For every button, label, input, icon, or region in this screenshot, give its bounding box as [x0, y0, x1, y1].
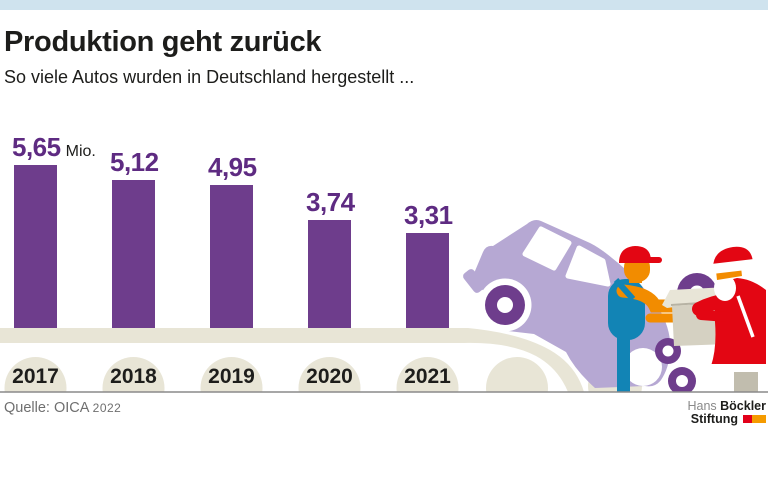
belt-roller — [396, 357, 459, 392]
page-title: Produktion geht zurück — [4, 26, 322, 58]
santa-legs — [734, 372, 758, 392]
belt-roller — [486, 357, 548, 392]
santa-beard — [714, 275, 736, 301]
car-wheel-arch-rear — [624, 348, 662, 386]
santa-arm-lower — [696, 310, 732, 322]
production-bar-2019 — [210, 185, 253, 328]
logo-flag-icon — [743, 413, 766, 423]
belt-roller — [200, 357, 263, 392]
belt-roller — [102, 357, 165, 392]
santa-arm — [692, 293, 736, 316]
year-label-2021: 2021 — [404, 365, 451, 388]
worker-overall-strap — [613, 277, 636, 302]
year-label-2017: 2017 — [12, 365, 59, 388]
logo-stiftung: Stiftung — [690, 412, 738, 426]
logo-line2: Stiftung — [687, 413, 766, 426]
logo-hans: Hans — [687, 399, 717, 413]
bar-value-2018: 5,12 — [110, 147, 159, 178]
santa-hat-band — [711, 259, 755, 274]
tire-donut-hole — [662, 345, 674, 357]
bar-unit-label: Mio. — [65, 143, 96, 160]
tire-donut-hole — [676, 375, 688, 387]
bar-value-2019: 4,95 — [208, 152, 257, 183]
worker-cap — [619, 246, 651, 263]
santa-hem — [709, 364, 768, 372]
source-note: Quelle: OICA 2022 — [4, 400, 121, 416]
top-accent-strip — [0, 0, 768, 10]
car-window-front — [522, 226, 572, 271]
worker-leg — [617, 332, 630, 392]
production-bar-2017 — [14, 165, 57, 328]
source-year: 2022 — [92, 401, 122, 415]
hans-boeckler-stiftung-logo: Hans Böckler Stiftung — [687, 400, 766, 426]
car-front-hub — [497, 297, 513, 313]
car-window-rear — [565, 245, 611, 287]
production-bar-2020 — [308, 220, 351, 328]
year-label-2020: 2020 — [306, 365, 353, 388]
source-label: Quelle: OICA — [4, 400, 89, 416]
belt-roller — [298, 357, 361, 392]
bar-value-2021: 3,31 — [404, 199, 453, 230]
worker-cap-brim — [647, 257, 662, 263]
production-bar-2021 — [406, 232, 449, 328]
santa-figure — [692, 246, 768, 392]
year-label-2018: 2018 — [110, 365, 157, 388]
production-bar-2018 — [112, 180, 155, 328]
worker-figure — [608, 246, 689, 392]
santa-coat-trim — [736, 295, 755, 338]
belt-roller — [4, 357, 67, 392]
year-label-2019: 2019 — [208, 365, 255, 388]
logo-boeckler: Böckler — [720, 399, 766, 413]
conveyor-belt — [0, 328, 584, 392]
bar-value-2020: 3,74 — [306, 187, 355, 218]
bar-value-2017: 5,65 Mio. — [12, 132, 96, 162]
logo-line1: Hans Böckler — [687, 400, 766, 413]
page-subtitle: So viele Autos wurden in Deutschland her… — [4, 67, 415, 87]
